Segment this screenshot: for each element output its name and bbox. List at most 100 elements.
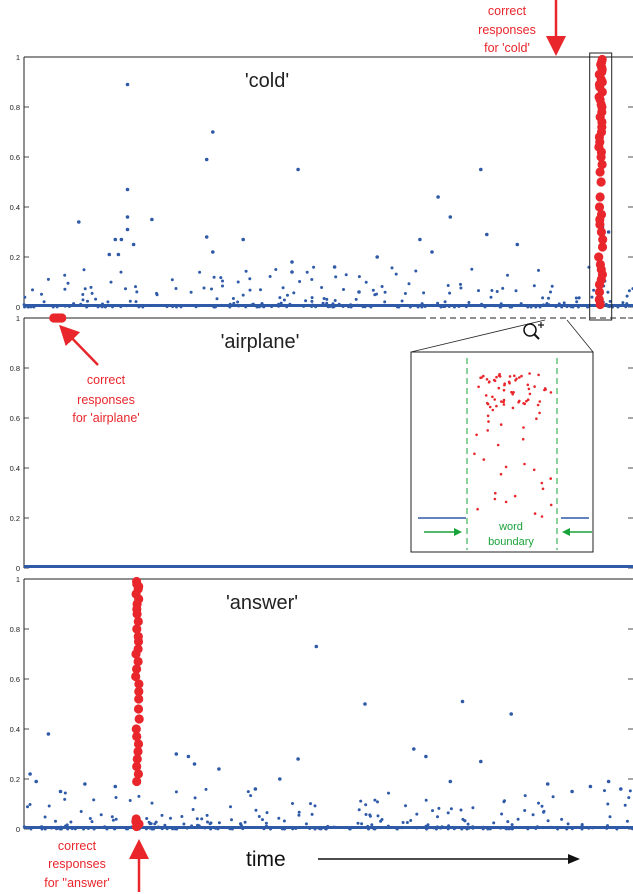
noise-point	[55, 827, 58, 831]
noise-point	[448, 215, 453, 219]
noise-point	[63, 304, 67, 308]
noise-point	[212, 275, 216, 279]
noise-point	[608, 305, 611, 309]
noise-point	[308, 827, 312, 830]
inset-point	[486, 401, 489, 405]
correct-point	[133, 739, 144, 749]
inset-point	[521, 437, 525, 441]
noise-point	[566, 822, 570, 826]
noise-point	[141, 305, 145, 309]
airplane-annotation-arrow	[59, 324, 99, 366]
noise-point	[264, 824, 268, 828]
inset-point	[499, 472, 503, 476]
inset-label-boundary: boundary	[488, 536, 534, 548]
noise-point	[357, 275, 361, 279]
noise-point	[72, 302, 76, 306]
noise-point	[195, 817, 199, 821]
noise-point	[400, 826, 404, 830]
correct-point	[132, 754, 142, 764]
noise-point	[395, 826, 398, 830]
noise-point	[541, 296, 545, 300]
noise-point	[405, 821, 409, 824]
noise-point	[489, 295, 493, 299]
noise-point	[354, 297, 358, 301]
correct-point	[134, 714, 144, 724]
noise-point	[580, 823, 584, 826]
noise-point	[204, 157, 209, 162]
noise-point	[446, 827, 450, 831]
noise-point	[285, 305, 289, 309]
noise-point	[82, 268, 86, 272]
panel-2: 0 0.2 0.4 0.6 0.8 1 'airplane'	[10, 313, 633, 573]
noise-point	[278, 296, 282, 300]
noise-point	[189, 290, 193, 294]
inset-point	[549, 391, 553, 394]
noise-point	[254, 808, 258, 812]
noise-point	[439, 826, 443, 830]
noise-point	[510, 823, 514, 827]
noise-point	[279, 301, 283, 305]
noise-point	[244, 305, 248, 309]
noise-point	[325, 297, 329, 301]
noise-point	[63, 273, 67, 277]
inset-point	[533, 512, 537, 515]
noise-point	[197, 304, 201, 308]
noise-point	[310, 278, 314, 281]
inset-point	[502, 388, 506, 392]
noise-point	[342, 288, 345, 291]
noise-point	[376, 800, 379, 804]
noise-point	[375, 255, 380, 259]
noise-point	[436, 301, 440, 305]
correct-point	[594, 252, 604, 262]
noise-point	[606, 779, 611, 784]
noise-point	[278, 777, 282, 781]
noise-point	[134, 300, 138, 304]
noise-point	[83, 287, 87, 291]
noise-point	[499, 302, 503, 306]
inset-point	[541, 487, 545, 491]
noise-point	[259, 288, 262, 292]
noise-point	[282, 298, 286, 302]
noise-point	[359, 799, 363, 803]
y-tick-label: 0.2	[10, 253, 20, 262]
noise-point	[296, 757, 300, 761]
inset-point	[488, 405, 492, 409]
inset-point	[493, 497, 497, 501]
noise-point	[515, 242, 520, 247]
noise-point	[459, 286, 463, 290]
correct-point	[595, 219, 605, 230]
noise-point	[54, 819, 57, 823]
noise-point	[204, 787, 208, 791]
noise-point	[137, 305, 141, 309]
noise-point	[386, 824, 390, 828]
noise-point	[466, 822, 470, 826]
correct-point	[594, 287, 605, 297]
noise-point	[590, 295, 594, 299]
noise-point	[432, 826, 436, 830]
y-tick-label: 0	[16, 825, 20, 834]
correct-point	[132, 761, 142, 772]
noise-point	[575, 300, 579, 304]
magnifier-plus-icon	[523, 322, 544, 340]
noise-point	[531, 813, 535, 817]
noise-point	[79, 302, 83, 306]
noise-point	[355, 303, 359, 307]
noise-point	[624, 305, 628, 309]
noise-point	[66, 827, 70, 831]
noise-point	[159, 826, 163, 829]
noise-point	[470, 267, 474, 271]
noise-point	[464, 305, 468, 309]
noise-point	[373, 798, 377, 802]
noise-point	[128, 799, 132, 802]
noise-point	[237, 304, 241, 308]
noise-point	[587, 826, 591, 830]
inset-point	[526, 398, 530, 402]
y-tick-label: 0	[16, 564, 20, 573]
noise-point	[545, 302, 549, 305]
noise-point	[603, 789, 606, 793]
answer-annotation-line-2: responses	[48, 857, 106, 871]
noise-point	[248, 277, 252, 281]
inset-point	[537, 373, 540, 377]
inset-arrowhead-left	[454, 528, 462, 536]
noise-point	[363, 702, 367, 706]
